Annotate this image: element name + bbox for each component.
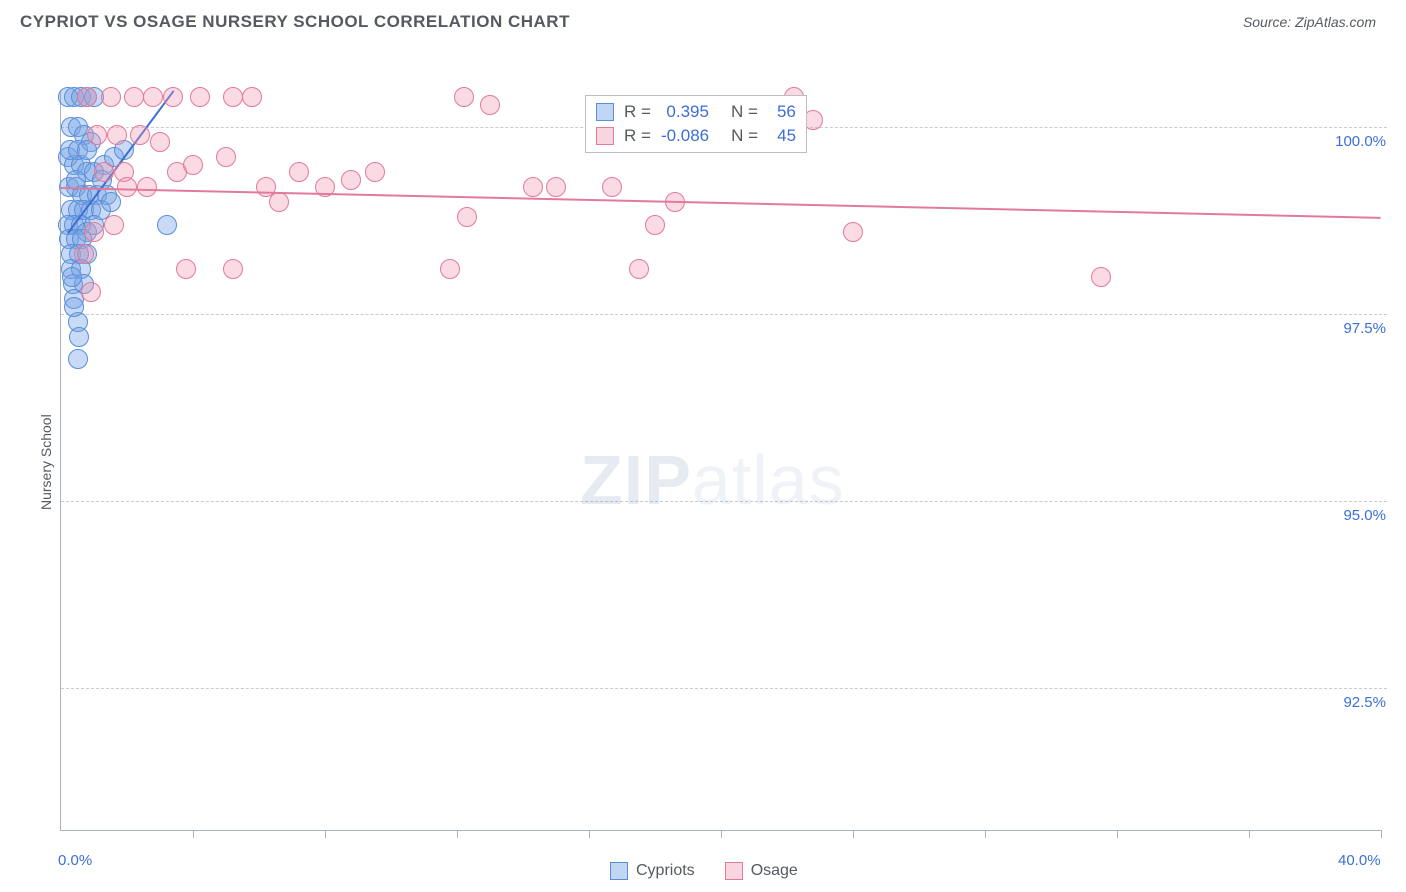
data-point-osage	[137, 177, 157, 197]
data-point-cypriots	[69, 327, 89, 347]
n-label: N =	[731, 126, 758, 146]
data-point-osage	[94, 162, 114, 182]
y-tick-label: 92.5%	[1326, 694, 1386, 711]
data-point-osage	[1091, 267, 1111, 287]
data-point-cypriots	[64, 297, 84, 317]
data-point-osage	[87, 125, 107, 145]
r-value-cypriots: 0.395	[661, 102, 709, 122]
data-point-cypriots	[68, 349, 88, 369]
data-point-osage	[289, 162, 309, 182]
data-point-osage	[457, 207, 477, 227]
data-point-osage	[107, 125, 127, 145]
data-point-osage	[242, 87, 262, 107]
legend-label-cypriots: Cypriots	[636, 862, 695, 880]
x-tick	[985, 830, 986, 838]
data-point-osage	[454, 87, 474, 107]
y-tick-label: 95.0%	[1326, 507, 1386, 524]
r-label: R =	[624, 102, 651, 122]
plot-area: 92.5%95.0%97.5%100.0%	[60, 90, 1381, 831]
data-point-osage	[365, 162, 385, 182]
legend-item-cypriots: Cypriots	[610, 862, 695, 880]
data-point-osage	[74, 244, 94, 264]
legend-item-osage: Osage	[725, 862, 798, 880]
data-point-osage	[645, 215, 665, 235]
data-point-osage	[546, 177, 566, 197]
x-tick	[457, 830, 458, 838]
data-point-osage	[183, 155, 203, 175]
r-value-osage: -0.086	[661, 126, 709, 146]
data-point-osage	[269, 192, 289, 212]
data-point-osage	[216, 147, 236, 167]
data-point-osage	[143, 87, 163, 107]
data-point-osage	[84, 222, 104, 242]
data-point-osage	[101, 87, 121, 107]
data-point-osage	[480, 95, 500, 115]
data-point-osage	[223, 259, 243, 279]
data-point-osage	[523, 177, 543, 197]
gridline	[61, 501, 1387, 502]
data-point-osage	[150, 132, 170, 152]
x-tick	[1249, 830, 1250, 838]
data-point-osage	[104, 215, 124, 235]
data-point-osage	[602, 177, 622, 197]
data-point-osage	[223, 87, 243, 107]
x-axis-label-end: 40.0%	[1338, 852, 1381, 869]
data-point-osage	[117, 177, 137, 197]
y-tick-label: 97.5%	[1326, 320, 1386, 337]
data-point-osage	[843, 222, 863, 242]
swatch-cypriots	[610, 862, 628, 880]
data-point-cypriots	[157, 215, 177, 235]
data-point-cypriots	[101, 192, 121, 212]
stats-row-cypriots: R = 0.395 N = 56	[596, 100, 796, 124]
data-point-osage	[176, 259, 196, 279]
n-value-osage: 45	[768, 126, 796, 146]
swatch-osage	[725, 862, 743, 880]
trend-line-osage	[61, 187, 1381, 219]
data-point-osage	[190, 87, 210, 107]
data-point-osage	[130, 125, 150, 145]
series-legend: Cypriots Osage	[610, 862, 798, 880]
x-tick	[853, 830, 854, 838]
y-tick-label: 100.0%	[1326, 133, 1386, 150]
x-tick	[193, 830, 194, 838]
n-value-cypriots: 56	[768, 102, 796, 122]
gridline	[61, 688, 1387, 689]
data-point-osage	[163, 87, 183, 107]
chart-title: CYPRIOT VS OSAGE NURSERY SCHOOL CORRELAT…	[20, 12, 570, 32]
x-tick	[1381, 830, 1382, 838]
data-point-osage	[124, 87, 144, 107]
data-point-osage	[81, 282, 101, 302]
x-tick	[721, 830, 722, 838]
swatch-osage	[596, 127, 614, 145]
x-axis-label-start: 0.0%	[58, 852, 92, 869]
x-tick	[1117, 830, 1118, 838]
x-tick	[325, 830, 326, 838]
data-point-osage	[629, 259, 649, 279]
source-attribution: Source: ZipAtlas.com	[1243, 14, 1376, 30]
stats-row-osage: R = -0.086 N = 45	[596, 124, 796, 148]
swatch-cypriots	[596, 103, 614, 121]
data-point-osage	[440, 259, 460, 279]
data-point-osage	[341, 170, 361, 190]
gridline	[61, 314, 1387, 315]
r-label: R =	[624, 126, 651, 146]
legend-label-osage: Osage	[751, 862, 798, 880]
n-label: N =	[731, 102, 758, 122]
data-point-osage	[77, 87, 97, 107]
stats-legend: R = 0.395 N = 56 R = -0.086 N = 45	[585, 95, 807, 153]
x-tick	[589, 830, 590, 838]
data-point-cypriots	[62, 267, 82, 287]
y-axis-title: Nursery School	[38, 414, 54, 510]
